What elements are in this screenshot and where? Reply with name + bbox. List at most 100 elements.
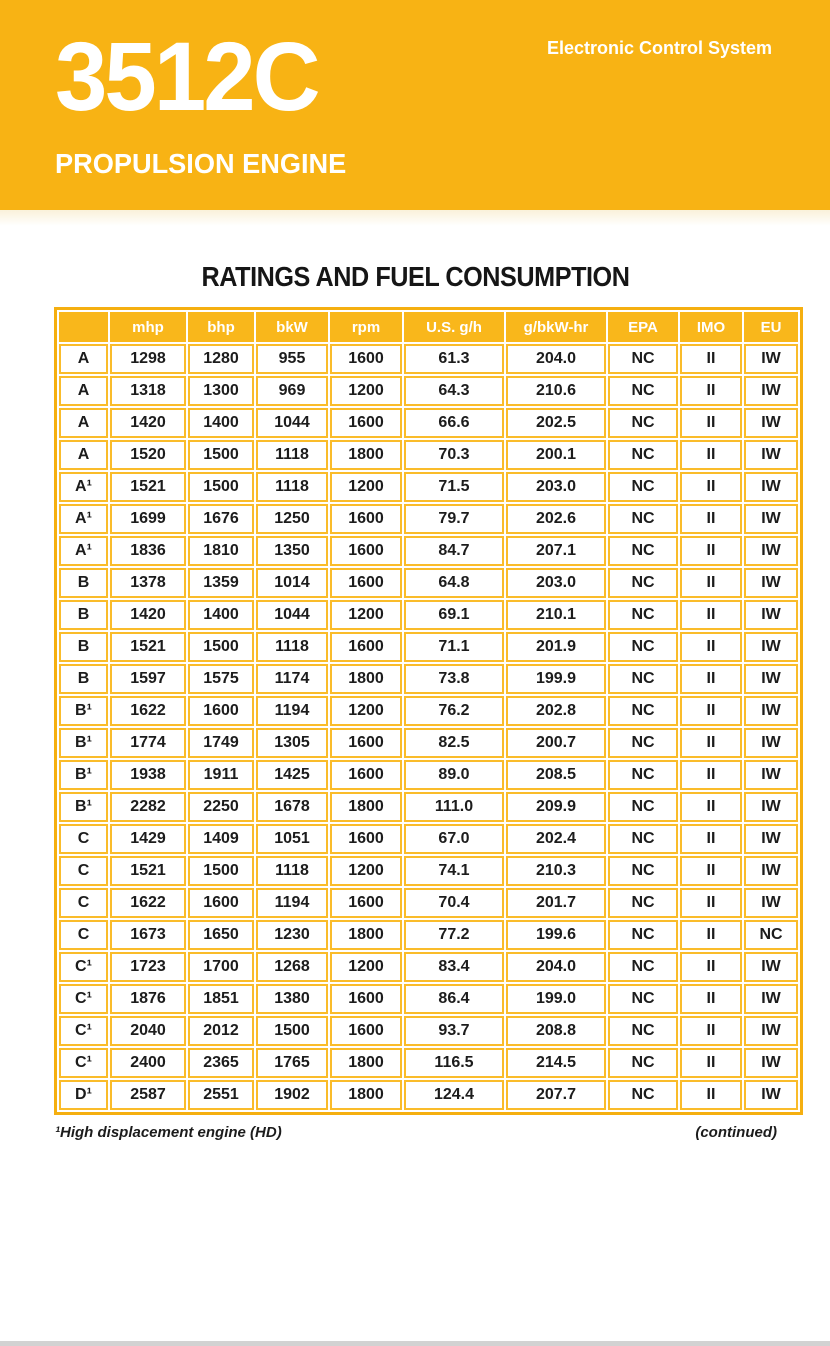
table-cell: 207.7 [506, 1080, 606, 1110]
table-cell: II [680, 1080, 742, 1110]
table-cell: 1800 [330, 1048, 402, 1078]
table-cell: IW [744, 504, 798, 534]
table-cell: 1600 [188, 888, 254, 918]
table-row: C 1622 1600 1194 1600 70.4 201.7 NC II IW [59, 888, 798, 918]
table-cell: 200.7 [506, 728, 606, 758]
table-row: B¹ 1938 1911 1425 1600 89.0 208.5 NC II IW [59, 760, 798, 790]
rating-cell: B¹ [59, 728, 108, 758]
table-row: C¹ 2400 2365 1765 1800 116.5 214.5 NC II IW [59, 1048, 798, 1078]
rating-cell: B¹ [59, 696, 108, 726]
table-cell: 1521 [110, 632, 186, 662]
table-cell: 71.1 [404, 632, 504, 662]
table-cell: IW [744, 1080, 798, 1110]
table-cell: II [680, 856, 742, 886]
table-cell: 71.5 [404, 472, 504, 502]
table-cell: 1800 [330, 792, 402, 822]
table-row: B 1521 1500 1118 1600 71.1 201.9 NC II IW [59, 632, 798, 662]
table-cell: 1200 [330, 952, 402, 982]
table-cell: 1600 [330, 824, 402, 854]
table-cell: NC [608, 568, 678, 598]
table-cell: 84.7 [404, 536, 504, 566]
rating-cell: A¹ [59, 504, 108, 534]
table-cell: IW [744, 1048, 798, 1078]
table-cell: 2282 [110, 792, 186, 822]
header-row: mhp bhp bkW rpm U.S. g/h g/bkW-hr EPA IMO EU [59, 312, 798, 342]
table-cell: IW [744, 632, 798, 662]
table-cell: II [680, 1048, 742, 1078]
table-cell: NC [608, 632, 678, 662]
table-cell: 1280 [188, 344, 254, 374]
table-cell: 1359 [188, 568, 254, 598]
column-header-u-s-g-h: U.S. g/h [404, 312, 504, 342]
table-cell: 1600 [330, 984, 402, 1014]
column-header-eu: EU [744, 312, 798, 342]
table-cell: IW [744, 888, 798, 918]
table-cell: 1810 [188, 536, 254, 566]
table-row: C¹ 1876 1851 1380 1600 86.4 199.0 NC II IW [59, 984, 798, 1014]
table-cell: 1194 [256, 888, 328, 918]
table-cell: 199.9 [506, 664, 606, 694]
rating-cell: A [59, 344, 108, 374]
table-cell: 1520 [110, 440, 186, 470]
table-cell: 1650 [188, 920, 254, 950]
table-cell: 1118 [256, 632, 328, 662]
table-cell: 1230 [256, 920, 328, 950]
table-cell: 1800 [330, 920, 402, 950]
column-header-imo: IMO [680, 312, 742, 342]
table-cell: 1500 [256, 1016, 328, 1046]
header-banner: 3512C PROPULSION ENGINE Electronic Contr… [0, 0, 830, 210]
table-row: C¹ 2040 2012 1500 1600 93.7 208.8 NC II IW [59, 1016, 798, 1046]
table-cell: 1200 [330, 856, 402, 886]
rating-cell: C [59, 888, 108, 918]
table-cell: IW [744, 728, 798, 758]
table-cell: 202.8 [506, 696, 606, 726]
table-cell: 209.9 [506, 792, 606, 822]
table-cell: 2587 [110, 1080, 186, 1110]
rating-cell: B [59, 600, 108, 630]
table-cell: 1420 [110, 600, 186, 630]
table-cell: 1622 [110, 696, 186, 726]
ratings-table: mhp bhp bkW rpm U.S. g/h g/bkW-hr EPA IMO EU A 12… [54, 307, 803, 1115]
control-system-label: Electronic Control System [546, 38, 772, 58]
table-cell: 77.2 [404, 920, 504, 950]
table-cell: 1911 [188, 760, 254, 790]
table-cell: 1600 [330, 888, 402, 918]
table-cell: IW [744, 472, 798, 502]
table-cell: 1425 [256, 760, 328, 790]
table-cell: 83.4 [404, 952, 504, 982]
table-cell: 2012 [188, 1016, 254, 1046]
table-cell: 2250 [188, 792, 254, 822]
table-cell: 210.6 [506, 376, 606, 406]
rating-cell: B¹ [59, 792, 108, 822]
rating-cell: C¹ [59, 984, 108, 1014]
table-cell: 201.9 [506, 632, 606, 662]
table-cell: 1774 [110, 728, 186, 758]
table-cell: 204.0 [506, 952, 606, 982]
table-cell: 1600 [188, 696, 254, 726]
table-cell: 1699 [110, 504, 186, 534]
table-cell: NC [608, 696, 678, 726]
table-cell: NC [608, 376, 678, 406]
table-cell: IW [744, 664, 798, 694]
rating-cell: C¹ [59, 1048, 108, 1078]
table-cell: II [680, 664, 742, 694]
table-cell: 70.3 [404, 440, 504, 470]
table-cell: 1500 [188, 472, 254, 502]
column-header-rating [59, 312, 108, 342]
table-cell: II [680, 536, 742, 566]
table-cell: II [680, 568, 742, 598]
hd-footnote: ¹High displacement engine (HD) [55, 1124, 282, 1141]
table-cell: 1200 [330, 600, 402, 630]
rating-cell: C¹ [59, 1016, 108, 1046]
table-cell: 1268 [256, 952, 328, 982]
column-header-rpm: rpm [330, 312, 402, 342]
table-cell: NC [608, 792, 678, 822]
table-row: A¹ 1836 1810 1350 1600 84.7 207.1 NC II IW [59, 536, 798, 566]
table-cell: 1420 [110, 408, 186, 438]
table-cell: 1676 [188, 504, 254, 534]
table-cell: II [680, 376, 742, 406]
rating-cell: B¹ [59, 760, 108, 790]
table-row: A 1420 1400 1044 1600 66.6 202.5 NC II IW [59, 408, 798, 438]
table-row: C¹ 1723 1700 1268 1200 83.4 204.0 NC II IW [59, 952, 798, 982]
